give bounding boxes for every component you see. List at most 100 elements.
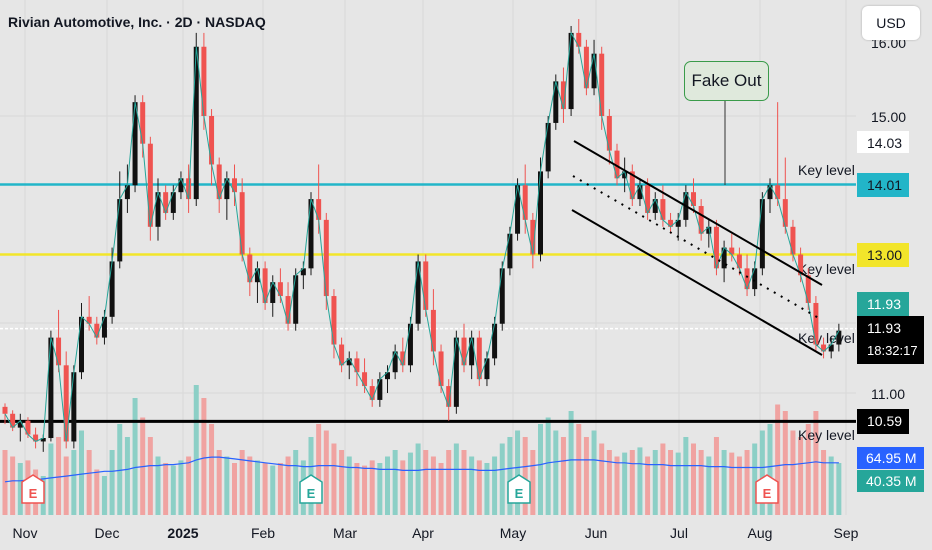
candle-body (538, 171, 543, 255)
volume-bar (515, 430, 521, 515)
candle-body (446, 386, 452, 407)
candle-body (721, 247, 727, 269)
volume-bar (430, 456, 436, 515)
candle-body (239, 192, 245, 255)
volume-bar (530, 450, 536, 515)
price-label-box (857, 292, 909, 316)
price-label-value: 11.93 (867, 320, 901, 336)
volume-bar (193, 385, 199, 515)
volume-bar (48, 443, 54, 515)
candle-body (308, 199, 314, 269)
candle-body (507, 233, 513, 269)
candle-body (170, 192, 176, 213)
currency-button[interactable]: USD (862, 6, 920, 40)
candle-body (124, 185, 130, 200)
candle-body (423, 261, 429, 310)
candle-body (713, 226, 719, 269)
volume-axis-labels: 64.95 M 40.35 M (857, 447, 924, 492)
volume-bar (469, 456, 475, 515)
volume-bar (499, 443, 505, 515)
earnings-marker-label: E (307, 486, 316, 501)
candle-body (553, 81, 559, 123)
time-tick-label: May (500, 525, 526, 541)
volume-bar (239, 450, 245, 515)
candle-body (254, 268, 260, 283)
price-axis-labels: 14.03 14.01 13.00 11.93 11.93 18:32:17 10.59 (857, 131, 924, 434)
volume-bar (821, 450, 827, 515)
candle-body (10, 413, 16, 428)
price-label-yellow: 13.00 (857, 243, 909, 267)
candle-body (568, 32, 574, 110)
candle-body (346, 358, 352, 366)
candle-body (591, 53, 597, 89)
time-tick-label: Aug (748, 525, 773, 541)
volume-bar (691, 443, 696, 515)
price-label-box (857, 316, 924, 364)
candle-body (430, 309, 436, 352)
candle-body (232, 178, 237, 193)
candle-body (469, 337, 475, 366)
earnings-marker-label: E (515, 486, 524, 501)
price-label-box (857, 243, 909, 267)
volume-bar (10, 456, 16, 515)
candle-body (362, 372, 368, 387)
candle-body (163, 192, 169, 213)
volume-bar (254, 460, 260, 515)
volume-bar (752, 443, 758, 515)
price-label-value: 11.93 (867, 296, 901, 312)
candle-body (86, 316, 92, 324)
volume-bar (583, 437, 589, 515)
volume-bar (178, 460, 184, 515)
volume-bar (507, 437, 513, 515)
candle-body (101, 316, 107, 338)
volume-bar (790, 430, 796, 515)
volume-bar (492, 456, 498, 515)
price-candles[interactable] (2, 19, 842, 452)
volume-bar (247, 456, 253, 515)
volume-bar (553, 430, 559, 515)
candle-body (209, 116, 215, 165)
time-tick-label: Nov (13, 525, 38, 541)
volume-bar (652, 450, 658, 515)
price-label-current: 11.93 18:32:17 (857, 316, 924, 364)
candle-body (668, 219, 674, 227)
candle-body (836, 330, 842, 345)
candle-body (117, 199, 123, 262)
volume-bar (79, 430, 84, 515)
candle-body (560, 81, 566, 110)
volume-bar (736, 456, 742, 515)
volume-bar (828, 456, 834, 515)
volume-bar (560, 437, 566, 515)
earnings-marker-shape (21, 474, 45, 504)
candle-body (56, 337, 62, 366)
earnings-marker: E (755, 474, 779, 504)
volume-bar (216, 450, 222, 515)
candle-body (63, 365, 69, 442)
volume-bar (805, 424, 811, 515)
volume-bar (629, 450, 635, 515)
interval-exchange: · 2D · NASDAQ (162, 14, 266, 30)
time-tick-label: Sep (834, 525, 859, 541)
candle-body (71, 372, 77, 442)
candle-body (706, 226, 712, 234)
volume-bar (423, 450, 429, 515)
candle-body (729, 247, 735, 255)
candle-body (492, 323, 498, 359)
candle-body (775, 185, 781, 200)
volume-bar (713, 437, 719, 515)
candle-body (155, 192, 161, 227)
volume-bar (729, 452, 735, 515)
volume-bar (224, 456, 230, 515)
candle-body (147, 143, 153, 227)
candle-body (576, 32, 582, 47)
volume-bar (407, 452, 413, 515)
volume-bar (385, 456, 390, 515)
volume-bar (453, 443, 459, 515)
candle-body (224, 178, 230, 200)
candle-body (94, 323, 100, 338)
candle-body (354, 358, 360, 373)
price-label-box (857, 409, 909, 434)
candle-body (25, 420, 31, 435)
